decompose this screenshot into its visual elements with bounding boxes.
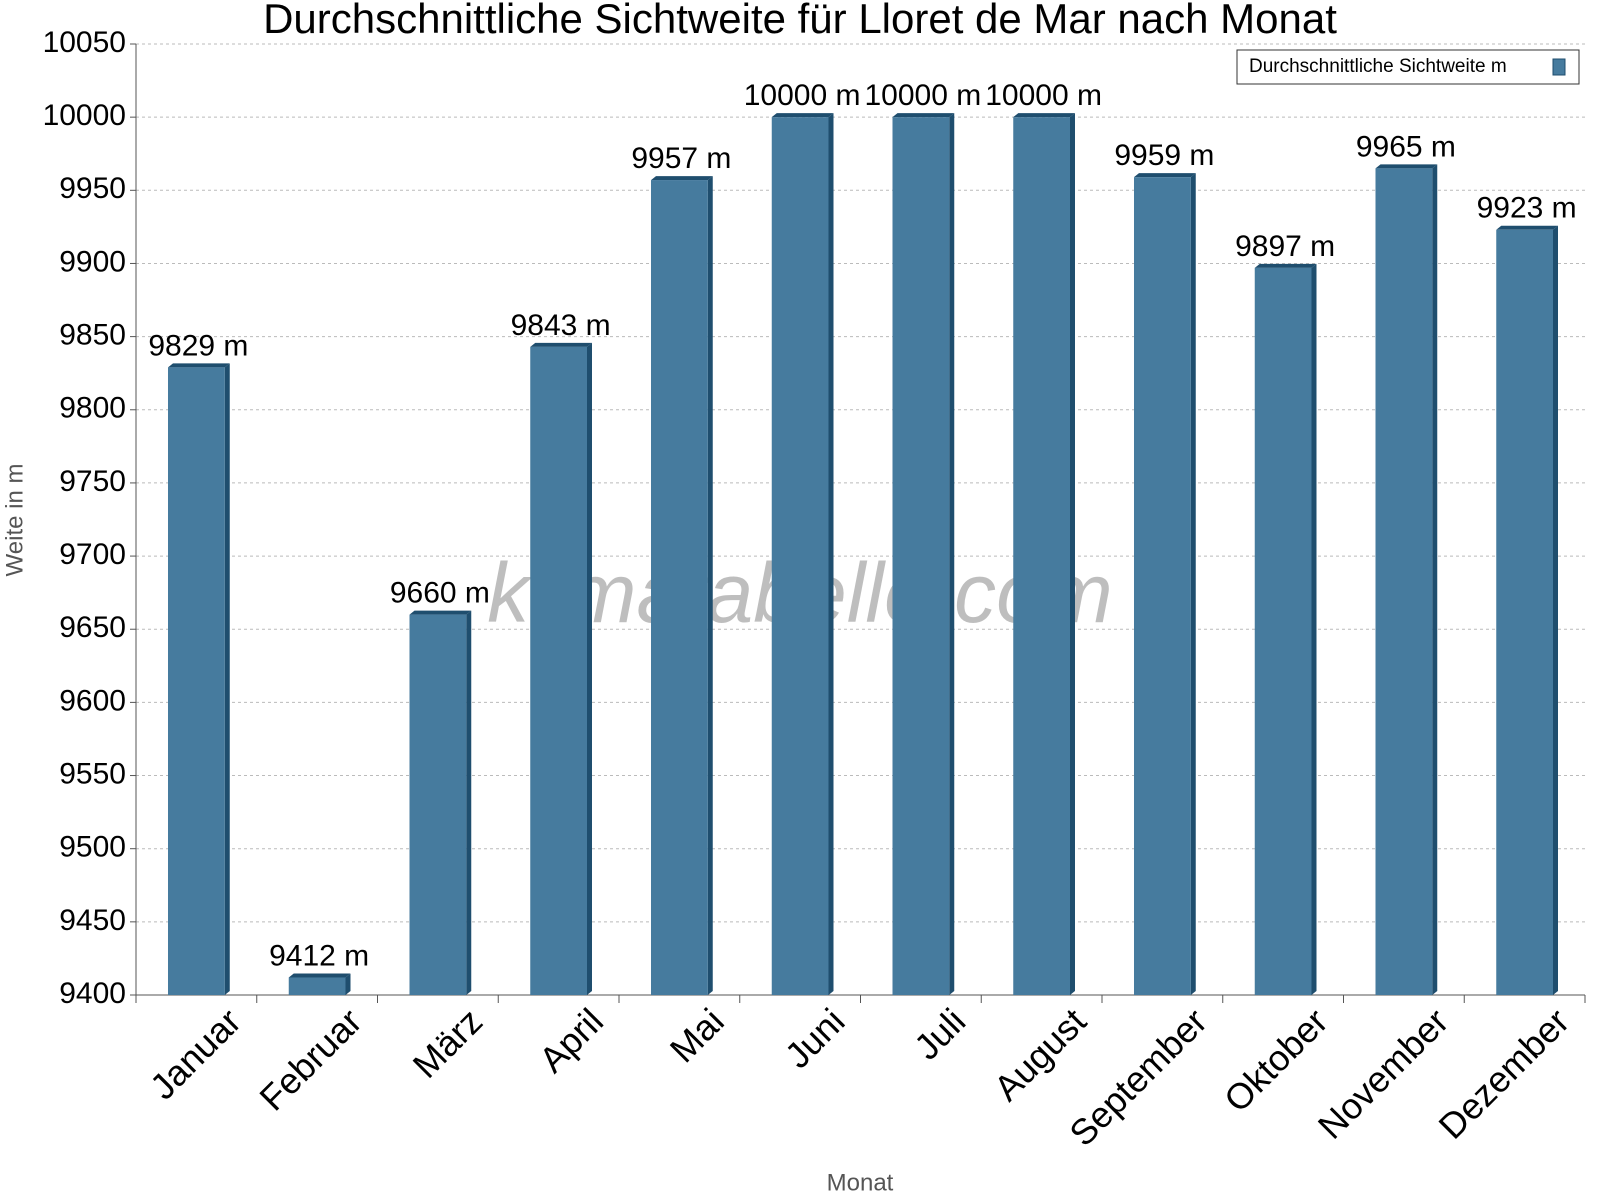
bar-side (1553, 225, 1559, 995)
y-tick-label: 9450 (59, 904, 126, 937)
bar-top (1496, 225, 1559, 230)
bar-top (409, 610, 472, 615)
y-tick-label: 9700 (59, 538, 126, 571)
bar (530, 346, 588, 995)
bar-top (1375, 164, 1438, 169)
bar (771, 117, 829, 995)
x-tick-label: Juni (777, 1000, 853, 1076)
bar-side (345, 973, 351, 995)
data-label: 10000 m (865, 79, 982, 112)
data-label: 9660 m (390, 577, 490, 610)
y-tick-label: 9850 (59, 319, 126, 352)
data-label: 9412 m (269, 939, 369, 972)
data-label: 9957 m (631, 142, 731, 175)
data-label: 10000 m (744, 79, 861, 112)
bar-side (1432, 164, 1438, 995)
x-tick-label: Februar (251, 1000, 369, 1118)
x-tick-label: November (1310, 1000, 1456, 1146)
y-axis-label: Weite in m (1, 464, 28, 577)
legend-label: Durchschnittliche Sichtweite m (1249, 56, 1507, 77)
data-label: 9843 m (511, 309, 611, 342)
bar-top (167, 363, 230, 368)
bar-side (949, 113, 955, 995)
data-label: 9965 m (1356, 130, 1456, 163)
y-tick-label: 9400 (59, 977, 126, 1010)
bar (650, 180, 708, 995)
x-tick-label: Dezember (1431, 1000, 1577, 1146)
bar (1496, 229, 1554, 995)
data-label: 9959 m (1114, 139, 1214, 172)
bar-top (1013, 113, 1076, 118)
bar-side (224, 363, 230, 996)
x-tick-label: März (405, 1000, 491, 1086)
bar-side (828, 113, 834, 995)
y-tick-label: 10000 (43, 99, 126, 132)
x-tick-label: August (986, 1000, 1094, 1108)
bar (1133, 177, 1191, 995)
bar-top (1133, 173, 1196, 178)
x-axis-label: Monat (827, 1169, 894, 1196)
data-label: 9897 m (1235, 230, 1335, 263)
bar (1375, 168, 1433, 995)
bar-side (1311, 263, 1317, 995)
x-tick-label: Juli (906, 1000, 973, 1067)
y-tick-label: 9950 (59, 172, 126, 205)
y-tick-label: 9750 (59, 465, 126, 498)
bar (288, 977, 346, 995)
x-tick-label: April (531, 1000, 611, 1080)
bar-top (771, 113, 834, 118)
bar-top (530, 342, 593, 347)
bar-side (1070, 113, 1076, 995)
bar-side (587, 342, 593, 995)
data-label: 9923 m (1477, 192, 1577, 225)
legend-box (1236, 49, 1580, 85)
y-tick-label: 9900 (59, 245, 126, 278)
bar-top (650, 176, 713, 181)
bar-side (466, 610, 472, 995)
bar (1254, 267, 1312, 995)
bar (1013, 117, 1071, 995)
legend-swatch (1552, 58, 1566, 76)
bar-top (1254, 263, 1317, 268)
y-tick-label: 9650 (59, 611, 126, 644)
bar (409, 614, 467, 995)
bar (167, 367, 225, 996)
y-tick-label: 9800 (59, 392, 126, 425)
x-tick-label: Mai (662, 1000, 732, 1070)
bar-side (707, 176, 713, 995)
bar-side (1190, 173, 1196, 995)
chart-title: Durchschnittliche Sichtweite für Lloret … (263, 0, 1337, 42)
y-tick-label: 9600 (59, 684, 126, 717)
x-tick-label: Oktober (1216, 1000, 1336, 1120)
y-tick-label: 10050 (43, 26, 126, 59)
x-tick-label: Januar (142, 1000, 249, 1107)
y-tick-label: 9550 (59, 757, 126, 790)
bar-top (288, 973, 351, 978)
y-tick-label: 9500 (59, 831, 126, 864)
data-label: 10000 m (985, 79, 1102, 112)
bar (892, 117, 950, 995)
bar-top (892, 113, 955, 118)
data-label: 9829 m (148, 329, 248, 362)
